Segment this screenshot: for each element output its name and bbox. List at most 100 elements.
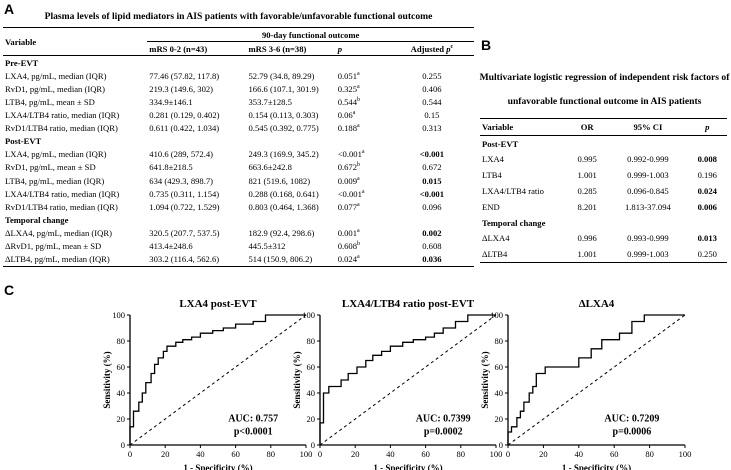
table-row: LTB4, pg/mL, mean ± SD 334.9±146.1 353.7±1…	[3, 95, 474, 108]
variable-cell: LTB4, pg/mL, mean ± SD	[5, 97, 95, 108]
panel-b-caption-line2: unfavorable functional outcome in AIS pa…	[507, 96, 702, 107]
variable-cell: LXA4/LTB4 ratio, median (IQR)	[5, 110, 120, 121]
variable-cell: LXA4, pg/mL, median (IQR)	[5, 70, 107, 81]
unfavorable-cell: 0.288 (0.168, 0.641)	[248, 188, 319, 199]
ci-cell: 0.993-0.999	[627, 233, 669, 244]
y-tick-label: 40	[117, 388, 126, 398]
auc-label: AUC: 0.757	[228, 414, 278, 425]
table-b-header: Variable OR 95% CI p	[480, 118, 727, 136]
logistic-regression-table: Variable OR 95% CI p Post-EVT LXA4 0.995 0.992-…	[480, 118, 727, 264]
chart-title: LXA4 post-EVT	[179, 298, 257, 310]
or-cell: 0.995	[577, 154, 597, 165]
variable-header: Variable	[3, 26, 148, 57]
outcome-header: 90-day functional outcome	[147, 26, 474, 43]
p-value-label: p<0.0001	[234, 427, 273, 438]
y-axis-label: Sensitivity (%)	[292, 351, 302, 408]
y-tick-label: 20	[117, 414, 126, 424]
y-tick-label: 40	[307, 388, 316, 398]
unfavorable-cell: 663.6±242.8	[248, 162, 292, 173]
table-row: ΔRvD1, pg/mL, mean ± SD 413.4±248.6 445.5±…	[3, 240, 474, 253]
x-tick-label: 0	[128, 449, 132, 459]
roc-curve	[507, 314, 685, 445]
adjusted-sup: c	[450, 43, 454, 50]
y-tick-label: 80	[117, 336, 126, 346]
favorable-cell: 0.611 (0.422, 1.034)	[149, 123, 220, 134]
adjusted-p-cell: 0.672	[422, 162, 442, 173]
ci-cell: 1.813-37.094	[624, 201, 671, 212]
unfavorable-cell: 0.803 (0.464, 1.368)	[248, 201, 319, 212]
p-cell: <0.001a	[337, 149, 365, 160]
p-cell: 0.544b	[337, 97, 361, 108]
column-header: OR	[566, 118, 609, 136]
lipid-mediators-table: Variable 90-day functional outcome mRS 0-2…	[3, 26, 474, 267]
x-tick-label: 100	[679, 449, 692, 459]
p-cell: 0.06a	[337, 110, 356, 121]
variable-cell: LXA4/LTB4 ratio	[482, 186, 544, 197]
y-tick-label: 60	[117, 362, 126, 372]
table-row: RvD1, pg/mL, median (IQR) 219.3 (149.6, 3…	[3, 82, 474, 95]
section-row: Pre-EVT	[3, 56, 474, 70]
adjusted-p-cell: 0.544	[422, 97, 442, 108]
p-cell: 0.250	[687, 246, 727, 264]
x-axis-label: 1 - Specificity (%)	[562, 463, 631, 470]
table-row: ΔLXA4, pg/mL, median (IQR) 320.5 (207.7, …	[3, 226, 474, 239]
p-cell: 0.001a	[337, 227, 360, 238]
y-tick-label: 40	[495, 388, 504, 398]
table-row: LXA4 0.995 0.992-0.999 0.008	[480, 152, 727, 168]
variable-cell: RvD1, pg/mL, median (IQR)	[5, 83, 106, 94]
table-row: LXA4, pg/mL, median (IQR) 410.6 (289, 572…	[3, 148, 474, 161]
favorable-cell: 77.46 (57.82, 117.8)	[149, 70, 220, 81]
y-tick-label: 0	[499, 440, 503, 450]
reference-diagonal	[507, 314, 686, 446]
panel-a-letter: A	[4, 1, 15, 17]
ci-cell: 0.999-1.003	[627, 170, 669, 181]
unfavorable-cell: 0.154 (0.113, 0.303)	[248, 110, 319, 121]
adjusted-p-cell: 0.15	[424, 110, 440, 121]
roc-curve	[129, 314, 306, 445]
x-tick-label: 60	[231, 449, 240, 459]
or-cell: 0.285	[577, 186, 597, 197]
panel-c-letter: C	[4, 282, 15, 298]
x-tick-label: 100	[300, 449, 313, 459]
p-value-label: p=0.0006	[613, 427, 652, 438]
p-cell: 0.024a	[335, 252, 390, 267]
y-tick-label: 100	[302, 310, 315, 320]
table-row: LXA4/LTB4 ratio, median (IQR) 0.735 (0.31…	[3, 187, 474, 200]
y-tick-label: 100	[112, 310, 125, 320]
auc-label: AUC: 0.7209	[604, 414, 659, 425]
adjusted-p-cell: 0.015	[422, 175, 442, 186]
favorable-cell: 303.2 (116.4, 562.6)	[147, 252, 247, 267]
section-title: Temporal change	[482, 217, 546, 228]
p-header: p	[337, 43, 342, 54]
y-tick-label: 80	[307, 336, 316, 346]
variable-cell: END	[482, 201, 500, 212]
p-cell: 0.188a	[337, 123, 360, 134]
section-title: Pre-EVT	[5, 57, 39, 68]
section-title: Temporal change	[5, 214, 69, 225]
unfavorable-cell: 166.6 (107.1, 301.9)	[248, 83, 319, 94]
table-row: ΔLTB4, pg/mL, median (IQR) 303.2 (116.4, …	[3, 252, 474, 267]
variable-cell: LXA4	[482, 154, 504, 165]
table-a-header-row-1: Variable 90-day functional outcome	[3, 26, 474, 57]
x-tick-label: 80	[267, 449, 276, 459]
favorable-cell: 641.8±218.5	[149, 162, 193, 173]
unfavorable-cell: 0.545 (0.392, 0.775)	[248, 123, 319, 134]
variable-cell: ΔLTB4	[480, 246, 567, 264]
p-cell: 0.009a	[337, 175, 360, 186]
adjusted-p-cell: <0.001	[419, 188, 445, 199]
x-tick-label: 40	[575, 449, 584, 459]
or-cell: 8.201	[577, 201, 597, 212]
panel-a-caption: Plasma levels of lipid mediators in AIS …	[44, 11, 433, 22]
column-header: Variable	[480, 118, 567, 136]
column-header: mRS 3-6 (n=38)	[246, 41, 336, 57]
x-tick-label: 60	[610, 449, 619, 459]
x-tick-label: 0	[506, 449, 510, 459]
x-tick-label: 80	[457, 449, 466, 459]
auc-label: AUC: 0.7399	[416, 414, 471, 425]
y-tick-label: 0	[311, 440, 315, 450]
adjusted-p-cell: 0.096	[422, 201, 442, 212]
adjusted-p-cell: <0.001	[419, 149, 445, 160]
p-cell: <0.001a	[337, 188, 365, 199]
x-axis-label: 1 - Specificity (%)	[183, 463, 252, 470]
unfavorable-cell: 353.7±128.5	[248, 97, 292, 108]
